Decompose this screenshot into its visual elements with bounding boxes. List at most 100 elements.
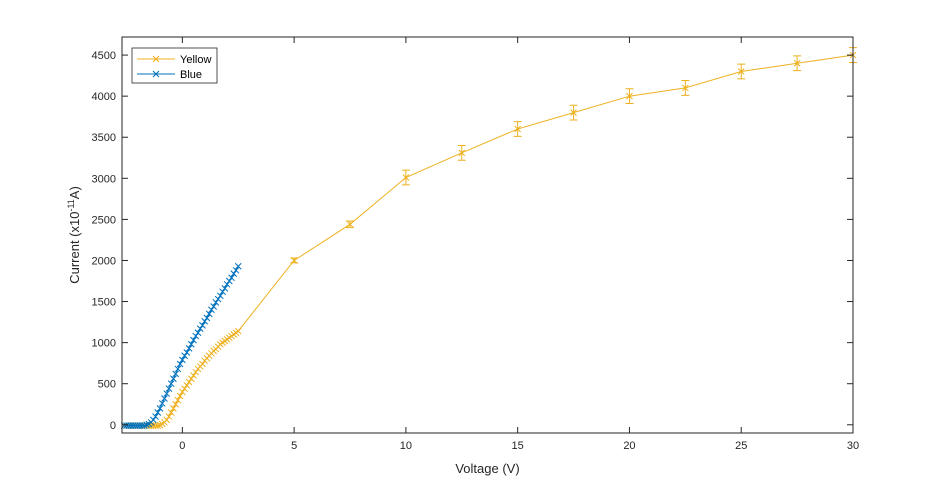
axes-layer	[121, 36, 854, 434]
legend-box	[131, 47, 218, 84]
y-tick-label: 3500	[92, 132, 116, 144]
series-yellow	[120, 47, 857, 429]
data-point	[154, 409, 162, 416]
y-axis-label-unit: A)	[67, 186, 82, 199]
y-tick-label: 1000	[92, 338, 116, 350]
series-layer	[120, 47, 857, 429]
data-point	[181, 352, 188, 360]
data-point	[185, 345, 193, 352]
data-point	[143, 421, 150, 429]
data-point	[570, 109, 577, 116]
data-point	[158, 400, 166, 407]
legend-yellow-marker	[152, 55, 160, 63]
data-point	[737, 68, 745, 75]
data-point	[199, 360, 206, 368]
data-point	[234, 262, 242, 270]
data-point	[225, 277, 233, 285]
x-tick-label: 0	[179, 440, 185, 452]
data-point	[196, 325, 204, 333]
data-point	[626, 92, 633, 100]
data-point	[176, 360, 184, 368]
data-point	[187, 340, 195, 348]
y-tick-label: 4000	[92, 91, 116, 103]
data-point	[214, 295, 222, 303]
data-point	[165, 385, 173, 392]
data-point	[402, 174, 410, 181]
y-axis-label: Current (x10-11A)	[66, 186, 82, 284]
y-tick-label: 4500	[92, 50, 116, 62]
data-point	[183, 349, 191, 356]
y-tick-label: 2000	[92, 255, 116, 267]
data-point	[154, 422, 162, 429]
data-point	[167, 380, 175, 388]
data-point	[172, 370, 180, 378]
y-axis-label-exponent: -11	[66, 199, 76, 211]
data-point	[185, 378, 193, 386]
x-tick-label: 5	[291, 440, 297, 452]
data-point	[167, 409, 175, 416]
data-point	[163, 416, 171, 424]
legend-yellow-label: Yellow	[180, 54, 211, 66]
data-point	[290, 257, 298, 264]
y-tick-label: 0	[110, 420, 116, 432]
x-tick-label: 15	[512, 440, 524, 452]
data-point	[190, 336, 197, 344]
y-ticks: 0 500 1000 1500 2000 2500 3000 3500 4000 4500	[92, 50, 853, 432]
data-point	[181, 385, 188, 392]
data-point	[221, 285, 229, 292]
x-tick-label: 10	[400, 440, 412, 452]
x-ticks: 0 5 10 15 20 25 30	[179, 37, 859, 452]
data-point	[172, 400, 180, 408]
data-point	[217, 292, 224, 300]
data-point	[232, 266, 240, 274]
x-tick-label: 25	[735, 440, 747, 452]
data-point	[192, 368, 200, 376]
data-point	[163, 390, 171, 397]
y-axis-label-main: Current (x10	[67, 212, 82, 284]
data-point	[170, 404, 177, 412]
data-point	[201, 317, 209, 325]
data-point	[208, 306, 215, 314]
data-point	[212, 299, 220, 306]
data-point	[192, 332, 200, 340]
data-point	[199, 322, 206, 329]
data-point	[223, 280, 231, 288]
data-point	[203, 314, 211, 322]
data-point	[179, 356, 186, 364]
x-axis-label: Voltage (V)	[455, 461, 519, 476]
data-point	[161, 395, 168, 402]
y-tick-label: 1500	[92, 297, 116, 309]
data-point	[346, 220, 354, 228]
y-tick-label: 2500	[92, 214, 116, 226]
data-point	[681, 84, 689, 92]
plot-frame	[121, 36, 854, 434]
y-tick-label: 3000	[92, 173, 116, 185]
data-point	[165, 413, 173, 420]
data-point	[179, 388, 186, 396]
data-point	[174, 365, 182, 373]
legend-blue-label: Blue	[180, 69, 202, 81]
data-point	[141, 422, 148, 429]
legend-blue-marker	[152, 70, 160, 78]
x-tick-label: 20	[623, 440, 635, 452]
data-point	[183, 381, 191, 389]
y-tick-label: 500	[98, 379, 116, 391]
legend: Yellow Blue	[131, 47, 218, 84]
plot-area	[122, 37, 853, 433]
data-point	[190, 372, 197, 379]
data-point	[176, 392, 184, 400]
data-point	[149, 416, 157, 424]
data-point	[234, 327, 242, 335]
data-point	[793, 59, 801, 67]
data-point	[174, 396, 182, 404]
data-point	[514, 125, 522, 133]
series-blue	[120, 262, 242, 429]
data-point	[210, 303, 218, 310]
data-point	[156, 404, 164, 412]
data-point	[458, 149, 466, 157]
data-point	[228, 274, 235, 282]
data-point	[187, 375, 195, 383]
data-point	[219, 288, 226, 296]
data-point	[170, 375, 177, 383]
